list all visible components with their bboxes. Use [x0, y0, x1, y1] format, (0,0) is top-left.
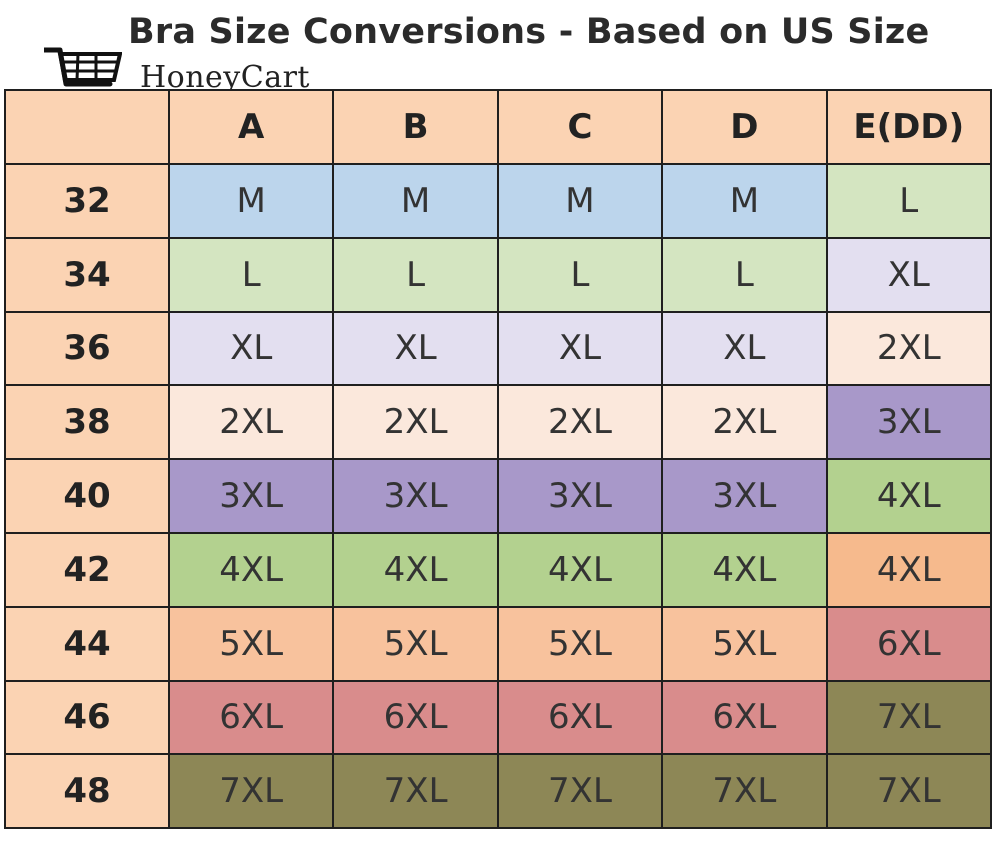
size-cell: 3XL [496, 458, 664, 534]
size-cell: L [167, 236, 335, 313]
band-size-cell: 44 [4, 605, 170, 682]
page-title: Bra Size Conversions - Based on US Size [128, 12, 930, 52]
size-cell: 2XL [825, 310, 992, 387]
column-header: C [496, 89, 664, 165]
size-cell: 6XL [496, 679, 664, 756]
size-cell: XL [332, 310, 499, 387]
size-cell: 4XL [825, 458, 992, 534]
table-row: 34 L L L L XL [4, 236, 992, 313]
size-cell: L [332, 236, 499, 313]
table-row: 38 2XL 2XL 2XL 2XL 3XL [4, 384, 992, 461]
size-cell: 3XL [825, 384, 992, 461]
table-row: 36 XL XL XL XL 2XL [4, 310, 992, 387]
size-cell: 5XL [167, 605, 335, 682]
size-cell: 2XL [496, 384, 664, 461]
size-cell: 6XL [661, 679, 828, 756]
table-row: 48 7XL 7XL 7XL 7XL 7XL [4, 753, 992, 830]
size-cell: 2XL [332, 384, 499, 461]
band-size-cell: 40 [4, 458, 170, 534]
size-cell: 4XL [332, 531, 499, 608]
size-cell: XL [496, 310, 664, 387]
size-cell: XL [825, 236, 992, 313]
band-size-cell: 48 [4, 753, 170, 830]
corner-cell [4, 89, 170, 165]
size-cell: 7XL [496, 753, 664, 830]
column-header: B [332, 89, 499, 165]
size-cell: 2XL [167, 384, 335, 461]
column-header: E(DD) [825, 89, 992, 165]
size-cell: 7XL [167, 753, 335, 830]
band-size-cell: 38 [4, 384, 170, 461]
size-cell: 6XL [167, 679, 335, 756]
size-cell: L [496, 236, 664, 313]
size-conversion-table: A B C D E(DD) 32 M M M M L 34 L L L L XL 36 XL XL XL XL 2… [4, 89, 992, 830]
size-cell: L [661, 236, 828, 313]
size-cell: M [661, 163, 828, 239]
size-cell: M [332, 163, 499, 239]
size-cell: 2XL [661, 384, 828, 461]
size-cell: 6XL [825, 605, 992, 682]
size-cell: 7XL [661, 753, 828, 830]
size-cell: 3XL [332, 458, 499, 534]
size-cell: 3XL [661, 458, 828, 534]
size-cell: 5XL [661, 605, 828, 682]
size-cell: 7XL [825, 679, 992, 756]
band-size-cell: 34 [4, 236, 170, 313]
table-header-row: A B C D E(DD) [4, 89, 992, 165]
size-cell: 4XL [496, 531, 664, 608]
size-cell: 7XL [332, 753, 499, 830]
band-size-cell: 32 [4, 163, 170, 239]
size-cell: 6XL [332, 679, 499, 756]
band-size-cell: 36 [4, 310, 170, 387]
band-size-cell: 46 [4, 679, 170, 756]
size-cell: 4XL [167, 531, 335, 608]
column-header: A [167, 89, 335, 165]
size-cell: L [825, 163, 992, 239]
size-cell: XL [661, 310, 828, 387]
column-header: D [661, 89, 828, 165]
size-cell: 5XL [496, 605, 664, 682]
size-cell: 3XL [167, 458, 335, 534]
size-cell: 4XL [825, 531, 992, 608]
table-row: 40 3XL 3XL 3XL 3XL 4XL [4, 458, 992, 534]
size-cell: 4XL [661, 531, 828, 608]
table-row: 32 M M M M L [4, 163, 992, 239]
table-row: 46 6XL 6XL 6XL 6XL 7XL [4, 679, 992, 756]
band-size-cell: 42 [4, 531, 170, 608]
size-cell: 7XL [825, 753, 992, 830]
size-cell: XL [167, 310, 335, 387]
size-cell: M [167, 163, 335, 239]
table-row: 44 5XL 5XL 5XL 5XL 6XL [4, 605, 992, 682]
size-cell: 5XL [332, 605, 499, 682]
size-cell: M [496, 163, 664, 239]
table-row: 42 4XL 4XL 4XL 4XL 4XL [4, 531, 992, 608]
